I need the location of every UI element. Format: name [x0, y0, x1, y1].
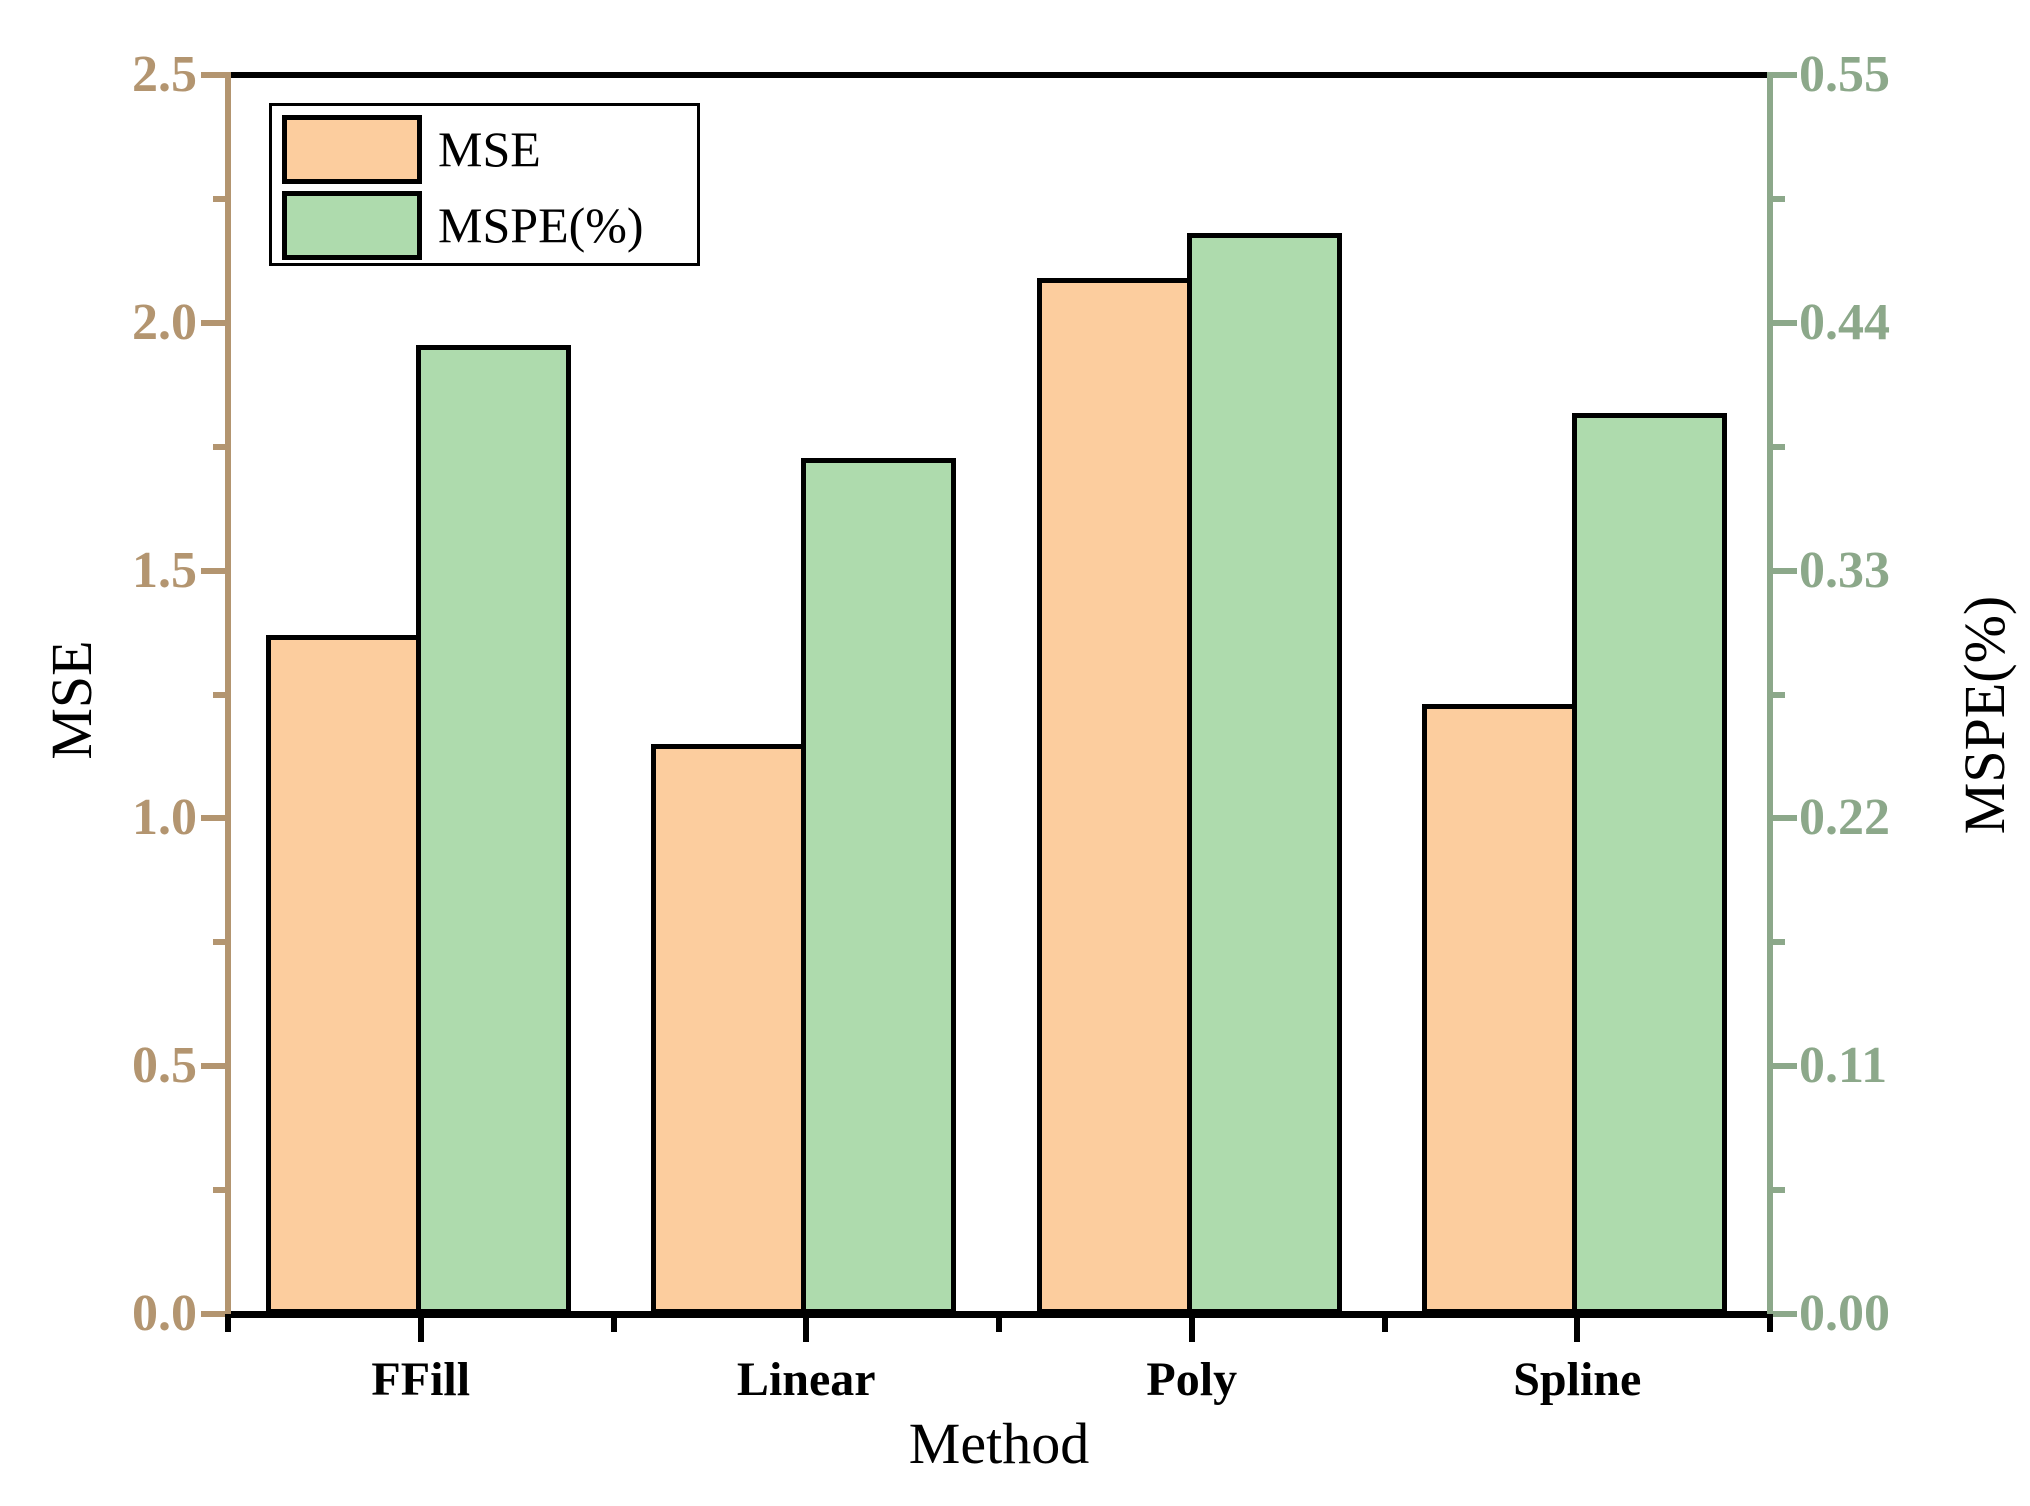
x-axis-title: Method: [908, 1411, 1090, 1476]
y-right-tick-label: 0.11: [1799, 1037, 1888, 1095]
y-right-major-tick: [1770, 567, 1797, 574]
legend-item-mspe: MSPE(%): [272, 187, 697, 263]
x-category-label-poly: Poly: [1146, 1353, 1238, 1406]
y-left-major-tick: [201, 1063, 228, 1070]
plot-top-spine: [225, 72, 1773, 78]
bar-mspe-ffill: [415, 345, 571, 1314]
x-category-label-ffill: FFill: [371, 1353, 471, 1406]
bar-mse-ffill: [265, 635, 421, 1314]
legend-label-mspe: MSPE(%): [438, 197, 644, 253]
y-right-major-tick: [1770, 319, 1797, 326]
y-left-tick-label: 2.0: [132, 293, 197, 351]
bar-mspe-linear: [801, 458, 957, 1314]
x-major-tick: [417, 1314, 424, 1342]
y-right-major-tick: [1770, 1311, 1797, 1317]
y-right-tick-label: 0.33: [1799, 541, 1890, 599]
bar-mspe-poly: [1186, 233, 1342, 1314]
bar-mspe-spline: [1572, 413, 1728, 1314]
y-right-minor-tick: [1770, 443, 1785, 450]
legend-item-mse: MSE: [272, 111, 697, 187]
y-right-major-tick: [1770, 72, 1797, 78]
y-left-minor-tick: [213, 939, 228, 946]
legend-swatch-mse: [282, 115, 422, 184]
y-right-major-tick: [1770, 1063, 1797, 1070]
legend-swatch-mspe: [282, 191, 422, 260]
y-left-tick-label: 0.0: [132, 1285, 197, 1342]
x-category-label-spline: Spline: [1513, 1353, 1642, 1406]
y-right-tick-label: 0.44: [1799, 293, 1890, 351]
y-right-tick-label: 0.00: [1799, 1285, 1890, 1342]
x-minor-tick: [1767, 1314, 1773, 1332]
x-major-tick: [1574, 1314, 1581, 1342]
y-left-tick-label: 0.5: [132, 1037, 197, 1095]
left-y-axis-title: MSE: [39, 640, 104, 760]
y-left-tick-label: 1.5: [132, 541, 197, 599]
y-right-minor-tick: [1770, 1187, 1785, 1194]
bar-mse-poly: [1036, 278, 1192, 1314]
y-right-minor-tick: [1770, 939, 1785, 946]
x-minor-tick: [610, 1314, 617, 1332]
bar-mse-linear: [651, 744, 807, 1314]
x-major-tick: [1188, 1314, 1195, 1342]
legend-label-mse: MSE: [438, 121, 541, 177]
left-y-axis-line: [225, 72, 231, 1322]
x-minor-tick: [225, 1314, 231, 1332]
x-minor-tick: [996, 1314, 1002, 1332]
y-left-major-tick: [201, 319, 228, 326]
y-right-major-tick: [1770, 815, 1797, 822]
y-left-minor-tick: [213, 443, 228, 450]
y-left-minor-tick: [213, 1187, 228, 1194]
y-left-minor-tick: [213, 195, 228, 202]
x-category-label-linear: Linear: [736, 1353, 876, 1406]
x-major-tick: [803, 1314, 810, 1342]
y-left-major-tick: [201, 567, 228, 574]
bar-mse-spline: [1422, 704, 1578, 1314]
y-right-minor-tick: [1770, 691, 1785, 698]
y-left-major-tick: [201, 815, 228, 822]
legend: MSE MSPE(%): [269, 103, 700, 266]
y-right-tick-label: 0.22: [1799, 789, 1890, 847]
y-left-tick-label: 1.0: [132, 789, 197, 847]
y-left-major-tick: [201, 72, 228, 78]
y-left-major-tick: [201, 1311, 228, 1317]
y-right-minor-tick: [1770, 195, 1785, 202]
right-y-axis-title: MSPE(%): [1952, 595, 2017, 835]
y-left-minor-tick: [213, 691, 228, 698]
y-left-tick-label: 2.5: [132, 46, 197, 103]
x-minor-tick: [1381, 1314, 1388, 1332]
y-right-tick-label: 0.55: [1799, 46, 1890, 103]
